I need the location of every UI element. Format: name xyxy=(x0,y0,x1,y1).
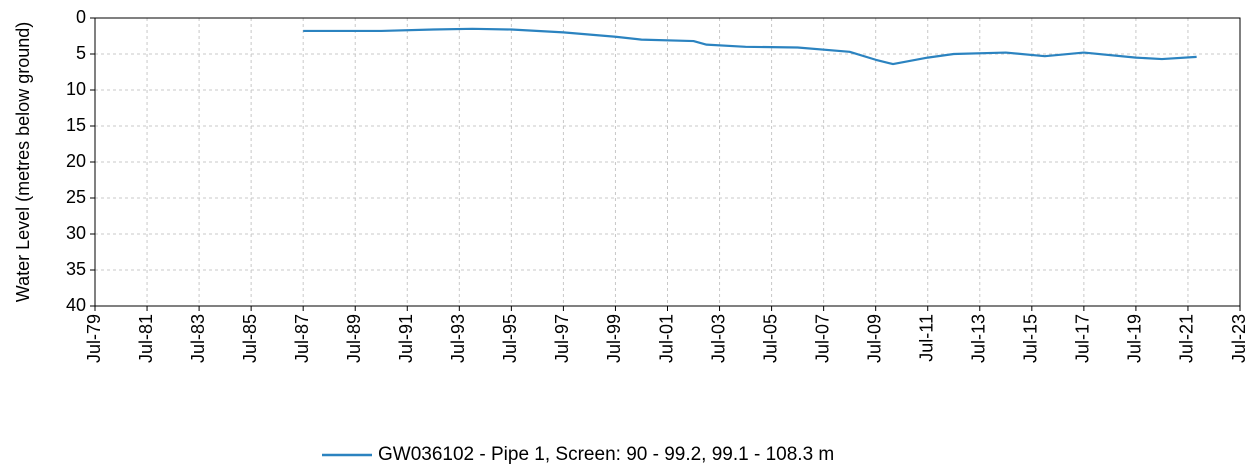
x-tick-label: Jul-87 xyxy=(292,314,312,363)
x-tick-label: Jul-81 xyxy=(136,314,156,363)
y-tick-label: 10 xyxy=(66,79,86,99)
y-tick-label: 40 xyxy=(66,295,86,315)
x-tick-label: Jul-03 xyxy=(708,314,728,363)
plot-frame xyxy=(94,17,1241,307)
y-tick-label: 30 xyxy=(66,223,86,243)
x-tick-label: Jul-15 xyxy=(1021,314,1041,363)
x-tick-label: Jul-91 xyxy=(396,314,416,363)
x-tick-label: Jul-97 xyxy=(552,314,572,363)
legend-label: GW036102 - Pipe 1, Screen: 90 - 99.2, 99… xyxy=(378,444,834,465)
y-tick-label: 25 xyxy=(66,187,86,207)
x-tick-label: Jul-07 xyxy=(812,314,832,363)
y-axis-label: Water Level (metres below ground) xyxy=(13,22,33,302)
x-tick-label: Jul-13 xyxy=(969,314,989,363)
x-tick-label: Jul-83 xyxy=(188,314,208,363)
x-tick-label: Jul-23 xyxy=(1229,314,1249,363)
x-tick-label: Jul-01 xyxy=(656,314,676,363)
x-tick-label: Jul-17 xyxy=(1073,314,1093,363)
x-tick-label: Jul-93 xyxy=(448,314,468,363)
y-tick-label: 0 xyxy=(76,7,86,27)
y-tick-label: 20 xyxy=(66,151,86,171)
x-tick-label: Jul-09 xyxy=(864,314,884,363)
x-tick-label: Jul-85 xyxy=(240,314,260,363)
x-tick-label: Jul-21 xyxy=(1177,314,1197,363)
x-tick-label: Jul-05 xyxy=(760,314,780,363)
y-tick-label: 5 xyxy=(76,43,86,63)
data-line xyxy=(303,27,1197,66)
x-tick-label: Jul-19 xyxy=(1125,314,1145,363)
y-tick-label: 35 xyxy=(66,259,86,279)
x-tick-label: Jul-11 xyxy=(916,314,936,362)
x-tick-label: Jul-99 xyxy=(604,314,624,363)
x-tick-label: Jul-89 xyxy=(344,314,364,363)
y-tick-label: 15 xyxy=(66,115,86,135)
x-tick-label: Jul-95 xyxy=(500,314,520,363)
x-tick-label: Jul-79 xyxy=(84,314,104,363)
